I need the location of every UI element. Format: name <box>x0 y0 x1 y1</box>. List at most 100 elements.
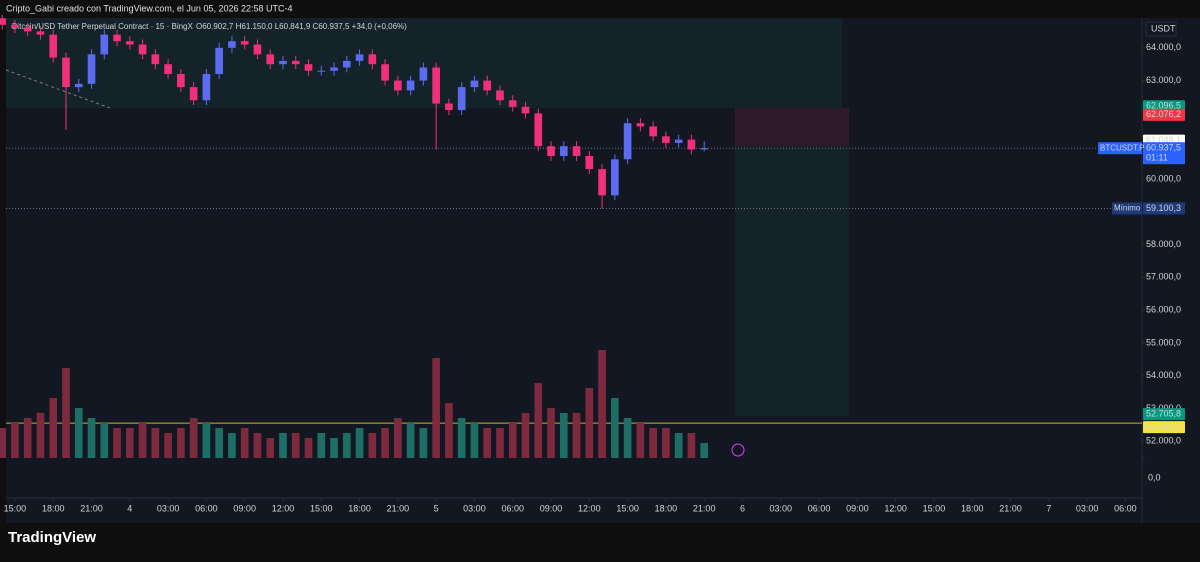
volume-bar <box>585 388 594 458</box>
candle-body <box>164 64 172 75</box>
candle-body <box>368 54 377 65</box>
volume-bar <box>496 428 504 458</box>
volume-bar <box>266 438 275 458</box>
event-icon[interactable] <box>731 443 745 457</box>
symbol-tag <box>1098 142 1142 155</box>
candle-body <box>202 74 211 101</box>
y-tick-label: 55.000,0 <box>1146 337 1181 347</box>
volume-bar <box>151 428 160 458</box>
candle-body <box>177 74 185 88</box>
candle-body <box>394 80 402 91</box>
candle-body <box>649 126 657 137</box>
volume-bar <box>394 418 402 458</box>
currency-box[interactable] <box>1145 21 1177 37</box>
volume-bar <box>598 350 606 458</box>
volume-bar <box>215 428 223 458</box>
price-label: 52.554,2 <box>1146 421 1181 431</box>
candle-body <box>330 67 338 71</box>
volume-bar <box>100 423 109 458</box>
x-tick-label: 12:00 <box>272 503 295 513</box>
candle-body <box>0 18 6 25</box>
candle-body <box>496 90 504 101</box>
countdown: 01:11 <box>1146 153 1168 163</box>
x-tick-label: 06:00 <box>501 503 524 513</box>
stop-zone <box>735 108 849 146</box>
time-axis <box>6 498 1142 523</box>
volume-bar <box>36 413 45 458</box>
candle-body <box>87 54 96 84</box>
price-label: 62.096,5 <box>1146 101 1181 111</box>
x-tick-label: 4 <box>127 503 132 513</box>
x-tick-label: 5 <box>434 503 439 513</box>
minimum-box <box>1143 202 1185 215</box>
currency: USDT <box>1151 23 1176 33</box>
candle-body <box>189 87 198 101</box>
x-tick-label: 18:00 <box>961 503 984 513</box>
volume-bar <box>623 418 632 458</box>
x-tick-label: 06:00 <box>808 503 831 513</box>
x-tick-label: 18:00 <box>348 503 371 513</box>
candle-body <box>49 34 58 58</box>
x-tick-label: 21:00 <box>387 503 410 513</box>
candle-body <box>623 123 632 160</box>
candle-body <box>253 44 262 55</box>
price-label: 52.705,8 <box>1146 409 1181 419</box>
volume-bar <box>253 433 262 458</box>
volume-bar <box>547 408 555 458</box>
volume-bar <box>291 433 300 458</box>
x-tick-label: 03:00 <box>157 503 180 513</box>
volume-bar <box>521 413 530 458</box>
volume-bar <box>330 438 338 458</box>
x-tick-label: 03:00 <box>1076 503 1099 513</box>
volume-bar <box>687 433 696 458</box>
volume-bar <box>342 433 351 458</box>
candle-body <box>700 148 709 150</box>
volume-bar <box>62 368 70 458</box>
x-tick-label: 09:00 <box>233 503 256 513</box>
symbol-tag-label: BTCUSDT.P <box>1100 143 1144 152</box>
candle-body <box>23 28 32 32</box>
x-tick-label: 18:00 <box>655 503 678 513</box>
candle-body <box>381 64 389 81</box>
candle-body <box>457 87 466 111</box>
x-tick-label: 21:00 <box>80 503 103 513</box>
x-tick-label: 09:00 <box>846 503 869 513</box>
y-tick-label: 58.000,0 <box>1146 239 1181 249</box>
volume-bar <box>304 438 313 458</box>
candle-body <box>279 60 287 65</box>
candle-body <box>585 155 594 170</box>
volume-bar <box>23 418 32 458</box>
candle-body <box>11 24 19 29</box>
candle-body <box>611 159 619 196</box>
candle-body <box>74 83 83 88</box>
brand: TradingView <box>8 529 96 546</box>
volume-bar <box>74 408 83 458</box>
y-tick-label: 60.000,0 <box>1146 173 1181 183</box>
candle-body <box>559 146 568 156</box>
last-price-label: 60.937,5 <box>1146 143 1181 153</box>
candle-body <box>674 139 683 143</box>
candle-body <box>636 123 645 127</box>
volume-bar <box>406 423 415 458</box>
x-tick-label: 09:00 <box>540 503 563 513</box>
x-tick-label: 7 <box>1046 503 1051 513</box>
x-tick-label: 6 <box>740 503 745 513</box>
minimum-label: 59.100,3 <box>1146 203 1181 213</box>
x-tick-label: 03:00 <box>770 503 793 513</box>
candle-body <box>572 146 581 156</box>
candle-body <box>100 34 109 55</box>
y-tick-label: 56.000,0 <box>1146 304 1181 314</box>
volume-bar <box>470 423 479 458</box>
y-tick-label: 64.000,0 <box>1146 42 1181 52</box>
y-tick-label: 54.000,0 <box>1146 370 1181 380</box>
candle-body <box>662 136 670 143</box>
y-tick-label: 63.000,0 <box>1146 75 1181 85</box>
volume-bar <box>700 443 709 458</box>
volume-bar <box>0 428 6 458</box>
y-tick-label: 57.000,0 <box>1146 272 1181 282</box>
volume-bar <box>113 428 121 458</box>
x-tick-label: 12:00 <box>884 503 907 513</box>
target-zone <box>735 146 849 416</box>
volume-bar <box>177 428 185 458</box>
volume-bar <box>87 418 96 458</box>
